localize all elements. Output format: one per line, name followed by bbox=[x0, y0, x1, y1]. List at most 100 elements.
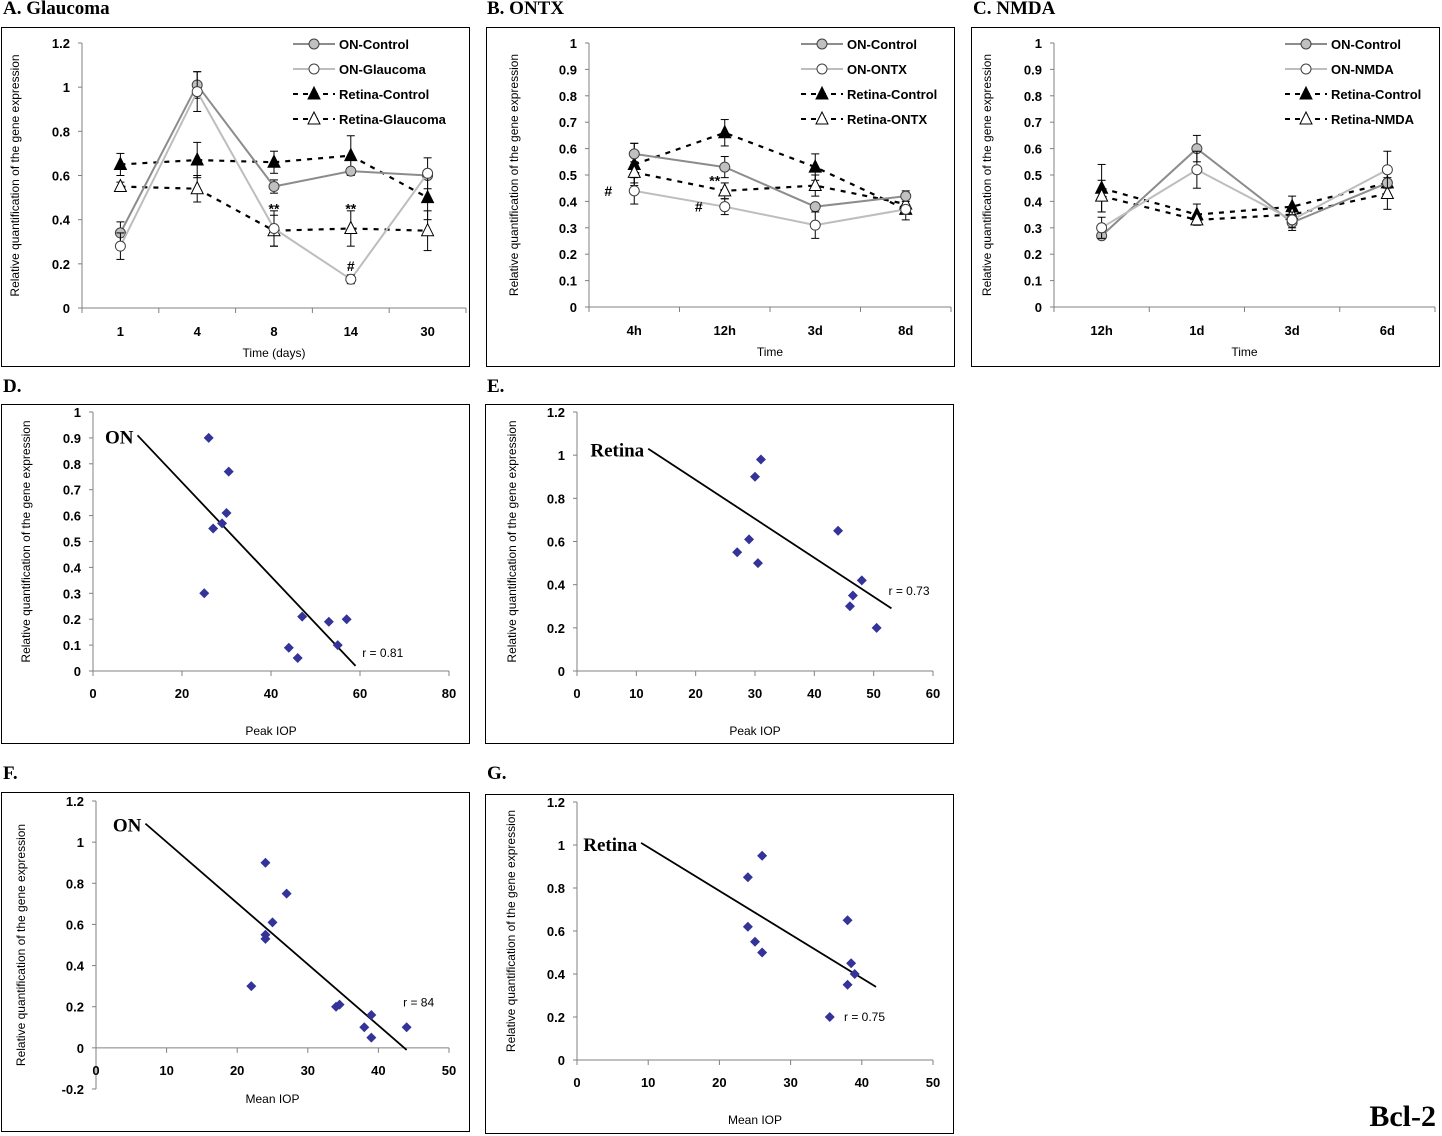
legend-label: Retina-Control bbox=[1331, 87, 1421, 102]
y-tick-label: 0.2 bbox=[559, 247, 577, 262]
data-point bbox=[808, 158, 823, 173]
x-tick-label: 8 bbox=[270, 324, 277, 339]
data-point bbox=[750, 936, 760, 947]
y-tick-label: 0.2 bbox=[52, 257, 70, 272]
y-tick-label: 0.6 bbox=[547, 535, 565, 550]
x-axis-label: Peak IOP bbox=[245, 724, 296, 738]
data-point bbox=[849, 969, 860, 979]
x-tick-label: 6d bbox=[1380, 323, 1395, 338]
data-point bbox=[334, 999, 345, 1010]
y-tick-label: 0.6 bbox=[559, 142, 577, 157]
data-point bbox=[114, 240, 126, 252]
legend-marker bbox=[1299, 85, 1313, 100]
y-tick-label: 0.9 bbox=[559, 62, 577, 77]
legend-label: ON-Control bbox=[1331, 37, 1401, 52]
legend-marker bbox=[1300, 63, 1312, 75]
data-point bbox=[719, 201, 731, 213]
y-tick-label: 1.2 bbox=[66, 794, 84, 809]
x-tick-label: 12h bbox=[714, 323, 736, 338]
series-retina-ontx bbox=[627, 161, 913, 210]
legend-label: ON-ONTX bbox=[847, 62, 907, 77]
data-point bbox=[422, 167, 434, 179]
y-tick-label: 0 bbox=[558, 664, 565, 679]
legend: ON-Control ON-Glaucoma Retina-Control Retin… bbox=[293, 37, 447, 127]
data-point bbox=[420, 189, 435, 204]
legend-marker bbox=[1300, 38, 1312, 50]
y-tick-label: 0.2 bbox=[63, 612, 81, 627]
data-point bbox=[332, 640, 343, 651]
data-point bbox=[846, 958, 857, 969]
y-tick-label: 1 bbox=[558, 448, 565, 463]
x-tick-label: 10 bbox=[641, 1075, 655, 1090]
chart-a: 0 0.2 0.4 0.6 0.8 1 1.2 Relative quantification… bbox=[8, 36, 467, 360]
y-tick-label: 0.6 bbox=[63, 509, 81, 524]
x-tick-label: 50 bbox=[926, 1075, 940, 1090]
legend-marker bbox=[1299, 110, 1313, 125]
y-tick-label: 0.6 bbox=[66, 917, 84, 932]
y-tick-label: 0.2 bbox=[547, 1010, 565, 1025]
data-point bbox=[283, 642, 294, 653]
data-point bbox=[221, 508, 232, 519]
legend-item: Retina-NMDA bbox=[1285, 110, 1415, 127]
data-point bbox=[1380, 185, 1395, 199]
legend-label: ON-NMDA bbox=[1331, 62, 1394, 77]
y-tick-label: 0.2 bbox=[1024, 247, 1042, 262]
correlation-label: r = 0.75 bbox=[844, 1010, 885, 1024]
y-tick-label: 0.8 bbox=[52, 124, 70, 139]
y-tick-label: 0.5 bbox=[63, 535, 81, 550]
data-point bbox=[1286, 214, 1298, 226]
data-point bbox=[1190, 211, 1204, 226]
panel-e-frame bbox=[485, 404, 954, 744]
data-point bbox=[268, 181, 280, 193]
x-tick-label: 20 bbox=[230, 1063, 244, 1078]
x-tick-label: 30 bbox=[783, 1075, 797, 1090]
data-point bbox=[401, 1022, 412, 1033]
correlation-label: r = 0.73 bbox=[889, 584, 930, 598]
data-point bbox=[824, 1012, 835, 1022]
y-tick-label: 0.4 bbox=[1024, 194, 1043, 209]
y-tick-label: 0.4 bbox=[547, 967, 566, 982]
x-tick-label: 40 bbox=[855, 1075, 869, 1090]
series-line bbox=[634, 189, 906, 227]
data-point bbox=[717, 124, 732, 139]
legend-marker bbox=[815, 85, 829, 100]
data-point bbox=[742, 872, 753, 883]
x-axis-label: Time bbox=[1231, 345, 1258, 359]
y-tick-label: 0.4 bbox=[52, 213, 71, 228]
x-tick-label: 50 bbox=[866, 686, 880, 701]
series-line bbox=[120, 185, 428, 232]
y-tick-label: 0.2 bbox=[66, 1000, 84, 1015]
legend-item: ON-Control bbox=[293, 37, 409, 52]
y-tick-label: 0.6 bbox=[547, 924, 565, 939]
y-tick-label: 0.8 bbox=[547, 491, 565, 506]
legend-marker bbox=[308, 38, 320, 50]
data-point bbox=[359, 1022, 370, 1033]
x-tick-label: 0 bbox=[89, 686, 96, 701]
x-tick-label: 4h bbox=[627, 323, 642, 338]
y-tick-label: 1 bbox=[77, 835, 84, 850]
series-line bbox=[634, 171, 906, 206]
panel-d-frame bbox=[1, 404, 470, 744]
trend-line bbox=[640, 842, 877, 988]
data-point bbox=[847, 590, 858, 601]
significance-marker: # bbox=[347, 258, 355, 274]
x-axis-label: Mean IOP bbox=[728, 1113, 782, 1127]
legend-marker bbox=[816, 63, 828, 75]
y-tick-label: 0.6 bbox=[1024, 142, 1042, 157]
data-point bbox=[755, 454, 766, 465]
gene-label: Bcl-2 bbox=[1369, 1100, 1436, 1133]
y-tick-label: 0.7 bbox=[63, 483, 81, 498]
legend-label: Retina-Control bbox=[847, 87, 937, 102]
x-tick-label: 0 bbox=[573, 1075, 580, 1090]
series-line bbox=[634, 152, 906, 208]
x-tick-label: 20 bbox=[175, 686, 189, 701]
x-axis-label: Mean IOP bbox=[245, 1092, 299, 1106]
correlation-label: r = 84 bbox=[403, 996, 434, 1010]
data-point bbox=[757, 850, 768, 861]
data-point bbox=[297, 611, 308, 622]
x-tick-label: 3d bbox=[1285, 323, 1300, 338]
y-tick-label: 0 bbox=[63, 301, 70, 316]
x-tick-label: 40 bbox=[371, 1063, 385, 1078]
series-on-glaucoma bbox=[114, 71, 434, 285]
